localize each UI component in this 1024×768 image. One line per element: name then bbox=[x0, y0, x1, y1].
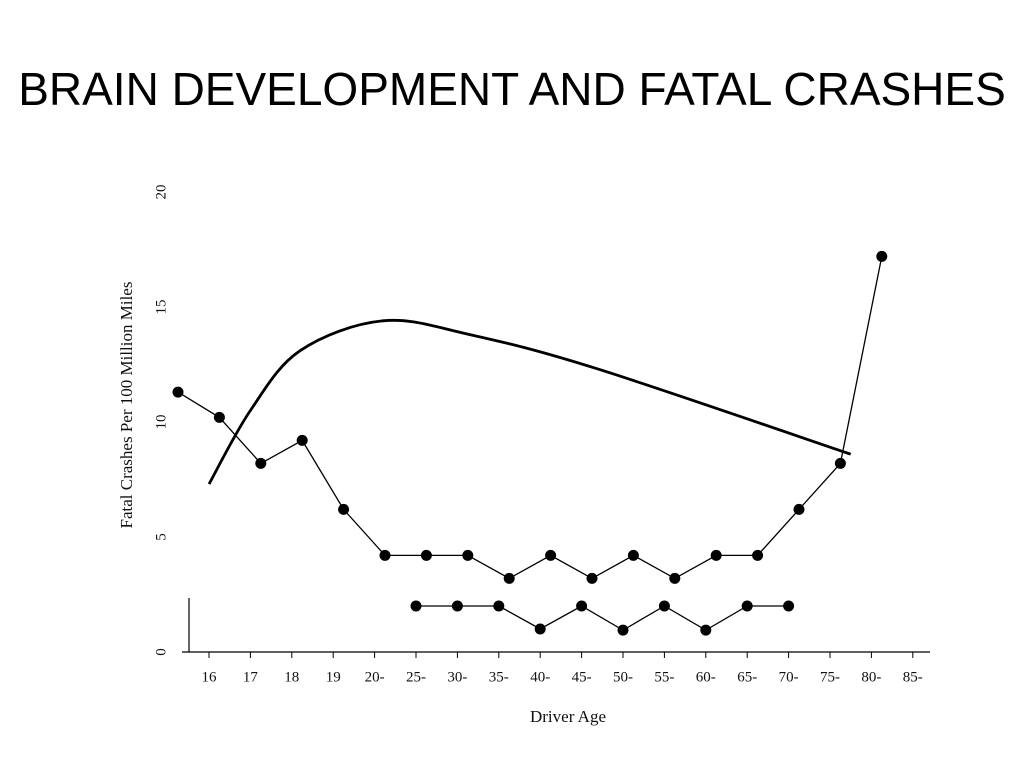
point bbox=[700, 624, 712, 636]
y-axis-label: Fatal Crashes Per 100 Million Miles bbox=[117, 282, 136, 529]
x-tick-label: 80- bbox=[861, 669, 881, 685]
x-tick-label: 55- bbox=[654, 669, 674, 685]
x-tick-label: 45- bbox=[572, 669, 592, 685]
point bbox=[172, 386, 184, 398]
point bbox=[627, 549, 639, 561]
y-tick-label: 5 bbox=[153, 533, 169, 541]
point bbox=[503, 572, 515, 584]
point bbox=[617, 624, 629, 636]
x-tick-label: 19 bbox=[326, 669, 341, 685]
x-tick-label: 70- bbox=[779, 669, 799, 685]
point bbox=[586, 572, 598, 584]
point bbox=[534, 623, 546, 635]
point bbox=[296, 434, 308, 446]
x-tick-label: 30- bbox=[447, 669, 467, 685]
development-curve bbox=[207, 318, 852, 485]
series-line bbox=[416, 605, 789, 631]
point bbox=[658, 600, 670, 612]
point bbox=[338, 503, 350, 515]
x-axis-label: Driver Age bbox=[530, 707, 606, 726]
x-tick-label: 18 bbox=[284, 669, 299, 685]
x-tick-label: 17 bbox=[243, 669, 259, 685]
point bbox=[793, 503, 805, 515]
point bbox=[752, 549, 764, 561]
point bbox=[783, 600, 795, 612]
point bbox=[834, 457, 846, 469]
point bbox=[462, 549, 474, 561]
point bbox=[545, 549, 557, 561]
point bbox=[741, 600, 753, 612]
x-tick-label: 20- bbox=[365, 669, 385, 685]
point bbox=[410, 600, 422, 612]
y-tick-label: 20 bbox=[153, 185, 169, 200]
point bbox=[493, 600, 505, 612]
x-tick-label: 85- bbox=[903, 669, 923, 685]
point bbox=[669, 572, 681, 584]
slide-title: BRAIN DEVELOPMENT AND FATAL CRASHES bbox=[18, 63, 1006, 115]
x-tick-label: 50- bbox=[613, 669, 633, 685]
x-tick-label: 16 bbox=[202, 669, 218, 685]
point bbox=[213, 411, 225, 423]
point bbox=[255, 457, 267, 469]
y-tick-label: 0 bbox=[153, 648, 169, 656]
point bbox=[379, 549, 391, 561]
point bbox=[710, 549, 722, 561]
x-tick-label: 35- bbox=[489, 669, 509, 685]
point bbox=[576, 600, 588, 612]
x-tick-label: 60- bbox=[696, 669, 716, 685]
point bbox=[876, 250, 888, 262]
x-tick-label: 25- bbox=[406, 669, 426, 685]
y-tick-label: 15 bbox=[153, 300, 169, 315]
x-tick-label: 65- bbox=[737, 669, 757, 685]
point bbox=[451, 600, 463, 612]
x-tick-label: 75- bbox=[820, 669, 840, 685]
y-tick-label: 10 bbox=[153, 415, 169, 430]
point bbox=[420, 549, 432, 561]
x-tick-label: 40- bbox=[530, 669, 550, 685]
series-line bbox=[177, 256, 883, 580]
